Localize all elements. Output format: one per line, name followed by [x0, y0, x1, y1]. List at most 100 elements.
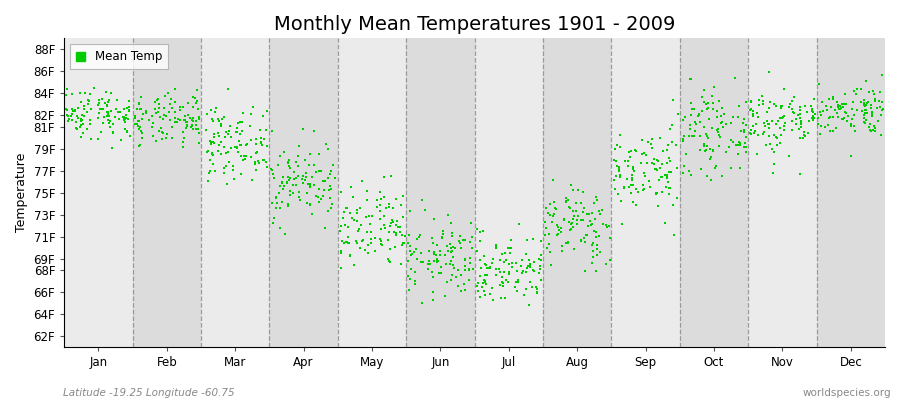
Point	[484, 284, 499, 291]
Point	[436, 235, 450, 242]
Point	[303, 182, 318, 188]
Point	[658, 172, 672, 178]
Point	[236, 110, 250, 116]
Point	[375, 242, 390, 248]
Point	[438, 261, 453, 267]
Point	[358, 246, 373, 253]
Point	[607, 177, 621, 183]
Point	[298, 157, 312, 163]
Point	[501, 270, 516, 277]
Point	[119, 112, 133, 118]
Point	[445, 233, 459, 240]
Point	[389, 230, 403, 236]
Point	[362, 213, 376, 220]
Point	[462, 267, 476, 273]
Point	[84, 136, 98, 142]
Point	[457, 256, 472, 262]
Point	[693, 118, 707, 125]
Point	[772, 115, 787, 122]
Point	[854, 108, 868, 114]
Point	[384, 220, 399, 226]
Point	[520, 265, 535, 271]
Point	[91, 114, 105, 121]
Point	[712, 143, 726, 149]
Point	[870, 105, 885, 111]
Point	[292, 153, 306, 159]
Point	[805, 108, 819, 114]
Point	[118, 119, 132, 126]
Point	[311, 186, 326, 192]
Point	[226, 166, 240, 173]
Point	[830, 99, 844, 105]
Point	[520, 263, 535, 269]
Point	[68, 108, 82, 114]
Point	[559, 194, 573, 201]
Point	[497, 259, 511, 266]
Point	[576, 217, 590, 224]
Point	[589, 229, 603, 236]
Point	[824, 104, 838, 110]
Point	[382, 200, 396, 207]
Point	[117, 114, 131, 120]
Point	[580, 232, 594, 238]
Point	[785, 98, 799, 104]
Point	[206, 134, 220, 140]
Point	[181, 100, 195, 106]
Point	[692, 110, 706, 117]
Point	[386, 218, 400, 225]
Point	[464, 239, 478, 245]
Point	[254, 140, 268, 146]
Point	[161, 90, 176, 96]
Point	[742, 130, 757, 136]
Point	[123, 133, 138, 139]
Point	[248, 159, 262, 165]
Point	[235, 128, 249, 134]
Point	[98, 89, 112, 96]
Point	[483, 291, 498, 297]
Point	[157, 105, 171, 112]
Point	[563, 182, 578, 188]
Point	[705, 92, 719, 99]
Point	[785, 118, 799, 125]
Point	[526, 259, 541, 265]
Point	[270, 199, 284, 206]
Point	[496, 283, 510, 289]
Point	[765, 118, 779, 125]
Point	[504, 245, 518, 252]
Point	[549, 206, 563, 212]
Point	[549, 222, 563, 228]
Point	[226, 163, 240, 169]
Point	[340, 240, 355, 246]
Point	[132, 126, 147, 132]
Point	[239, 153, 254, 160]
Point	[857, 102, 871, 109]
Point	[534, 277, 548, 283]
Point	[530, 286, 544, 292]
Point	[864, 102, 878, 108]
Point	[145, 124, 159, 130]
Point	[119, 115, 133, 121]
Point	[574, 238, 589, 244]
Point	[300, 200, 314, 206]
Point	[307, 181, 321, 188]
Point	[364, 229, 379, 235]
Point	[374, 241, 388, 247]
Point	[662, 185, 676, 192]
Point	[769, 103, 783, 110]
Point	[589, 194, 603, 200]
Point	[577, 234, 591, 241]
Point	[256, 156, 271, 163]
Point	[648, 166, 662, 172]
Point	[660, 159, 674, 166]
Point	[282, 176, 296, 183]
Point	[183, 115, 197, 121]
Point	[729, 142, 743, 148]
Point	[361, 250, 375, 256]
Point	[186, 94, 201, 100]
Point	[836, 104, 850, 110]
Point	[843, 123, 858, 130]
Point	[134, 135, 148, 141]
Point	[73, 89, 87, 96]
Point	[339, 239, 354, 245]
Point	[724, 165, 738, 171]
